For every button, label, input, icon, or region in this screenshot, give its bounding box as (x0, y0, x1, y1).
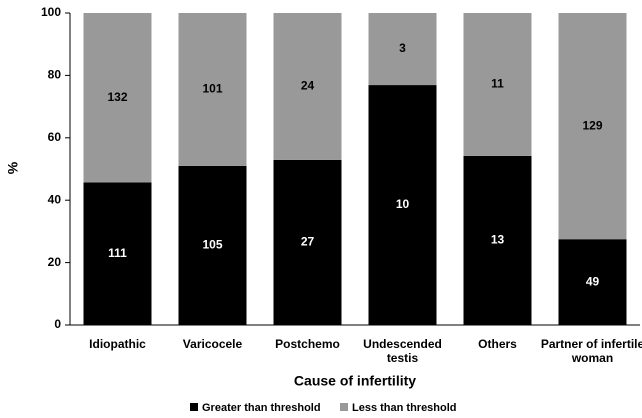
bar-segment (273, 13, 342, 160)
y-tick-label: 20 (48, 255, 62, 269)
bar-segment (368, 13, 437, 86)
y-axis-title: % (5, 161, 21, 174)
bar-segment (273, 159, 342, 325)
y-tick-label: 100 (41, 5, 61, 19)
data-label: 24 (301, 79, 315, 93)
data-label: 27 (301, 235, 315, 249)
data-label: 105 (202, 238, 222, 252)
data-label: 10 (396, 197, 410, 211)
y-tick-label: 60 (48, 130, 62, 144)
y-tick-label: 40 (48, 192, 62, 206)
bar-segment (463, 13, 532, 156)
x-tick-label: Idiopathic (89, 337, 146, 351)
legend-label: Greater than threshold (202, 402, 321, 414)
x-tick-label: Undescended testis (363, 337, 442, 365)
legend-label: Less than threshold (352, 402, 457, 414)
y-tick-label: 0 (54, 317, 61, 331)
data-label: 101 (202, 82, 222, 96)
data-label: 111 (108, 246, 127, 260)
bar-segment (83, 13, 152, 183)
x-tick-label: Others (478, 337, 517, 351)
data-label: 3 (399, 41, 406, 55)
legend-swatch (340, 403, 348, 411)
data-label: 129 (582, 118, 602, 132)
bar-segment (178, 165, 247, 325)
x-tick-label: Postchemo (275, 337, 340, 351)
x-axis-title: Cause of infertility (294, 373, 416, 389)
data-label: 49 (586, 274, 600, 288)
data-label: 13 (491, 233, 505, 247)
x-tick-label: Partner of infertile woman (540, 337, 642, 365)
legend-swatch (190, 403, 198, 411)
bar-segment (558, 239, 627, 325)
y-tick-label: 80 (48, 68, 62, 82)
bar-segment (368, 85, 437, 326)
bar-segment (558, 13, 627, 240)
x-tick-label: Varicocele (182, 337, 243, 351)
data-label: 132 (107, 90, 127, 104)
data-label: 11 (491, 77, 504, 91)
bar-segment (83, 182, 152, 325)
bar-segment (463, 155, 532, 325)
bar-segment (178, 13, 247, 166)
